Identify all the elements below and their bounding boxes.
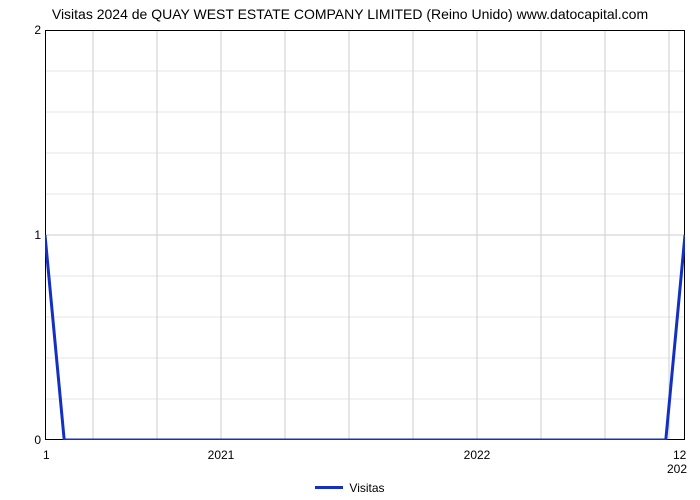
x-end-label-2: 202 (667, 462, 687, 476)
y-tick-label: 2 (21, 23, 41, 37)
x-major-label: 2022 (464, 448, 491, 462)
legend-label: Visitas (349, 481, 384, 495)
x-end-label: 12 (673, 448, 686, 462)
legend-swatch (315, 486, 343, 489)
x-major-label: 2021 (208, 448, 235, 462)
x-start-label: 1 (43, 448, 50, 462)
y-tick-label: 0 (21, 433, 41, 447)
chart-legend: Visitas (0, 480, 700, 495)
y-tick-label: 1 (21, 228, 41, 242)
chart-container: Visitas 2024 de QUAY WEST ESTATE COMPANY… (0, 0, 700, 500)
chart-title: Visitas 2024 de QUAY WEST ESTATE COMPANY… (0, 6, 700, 22)
chart-plot (45, 30, 685, 440)
